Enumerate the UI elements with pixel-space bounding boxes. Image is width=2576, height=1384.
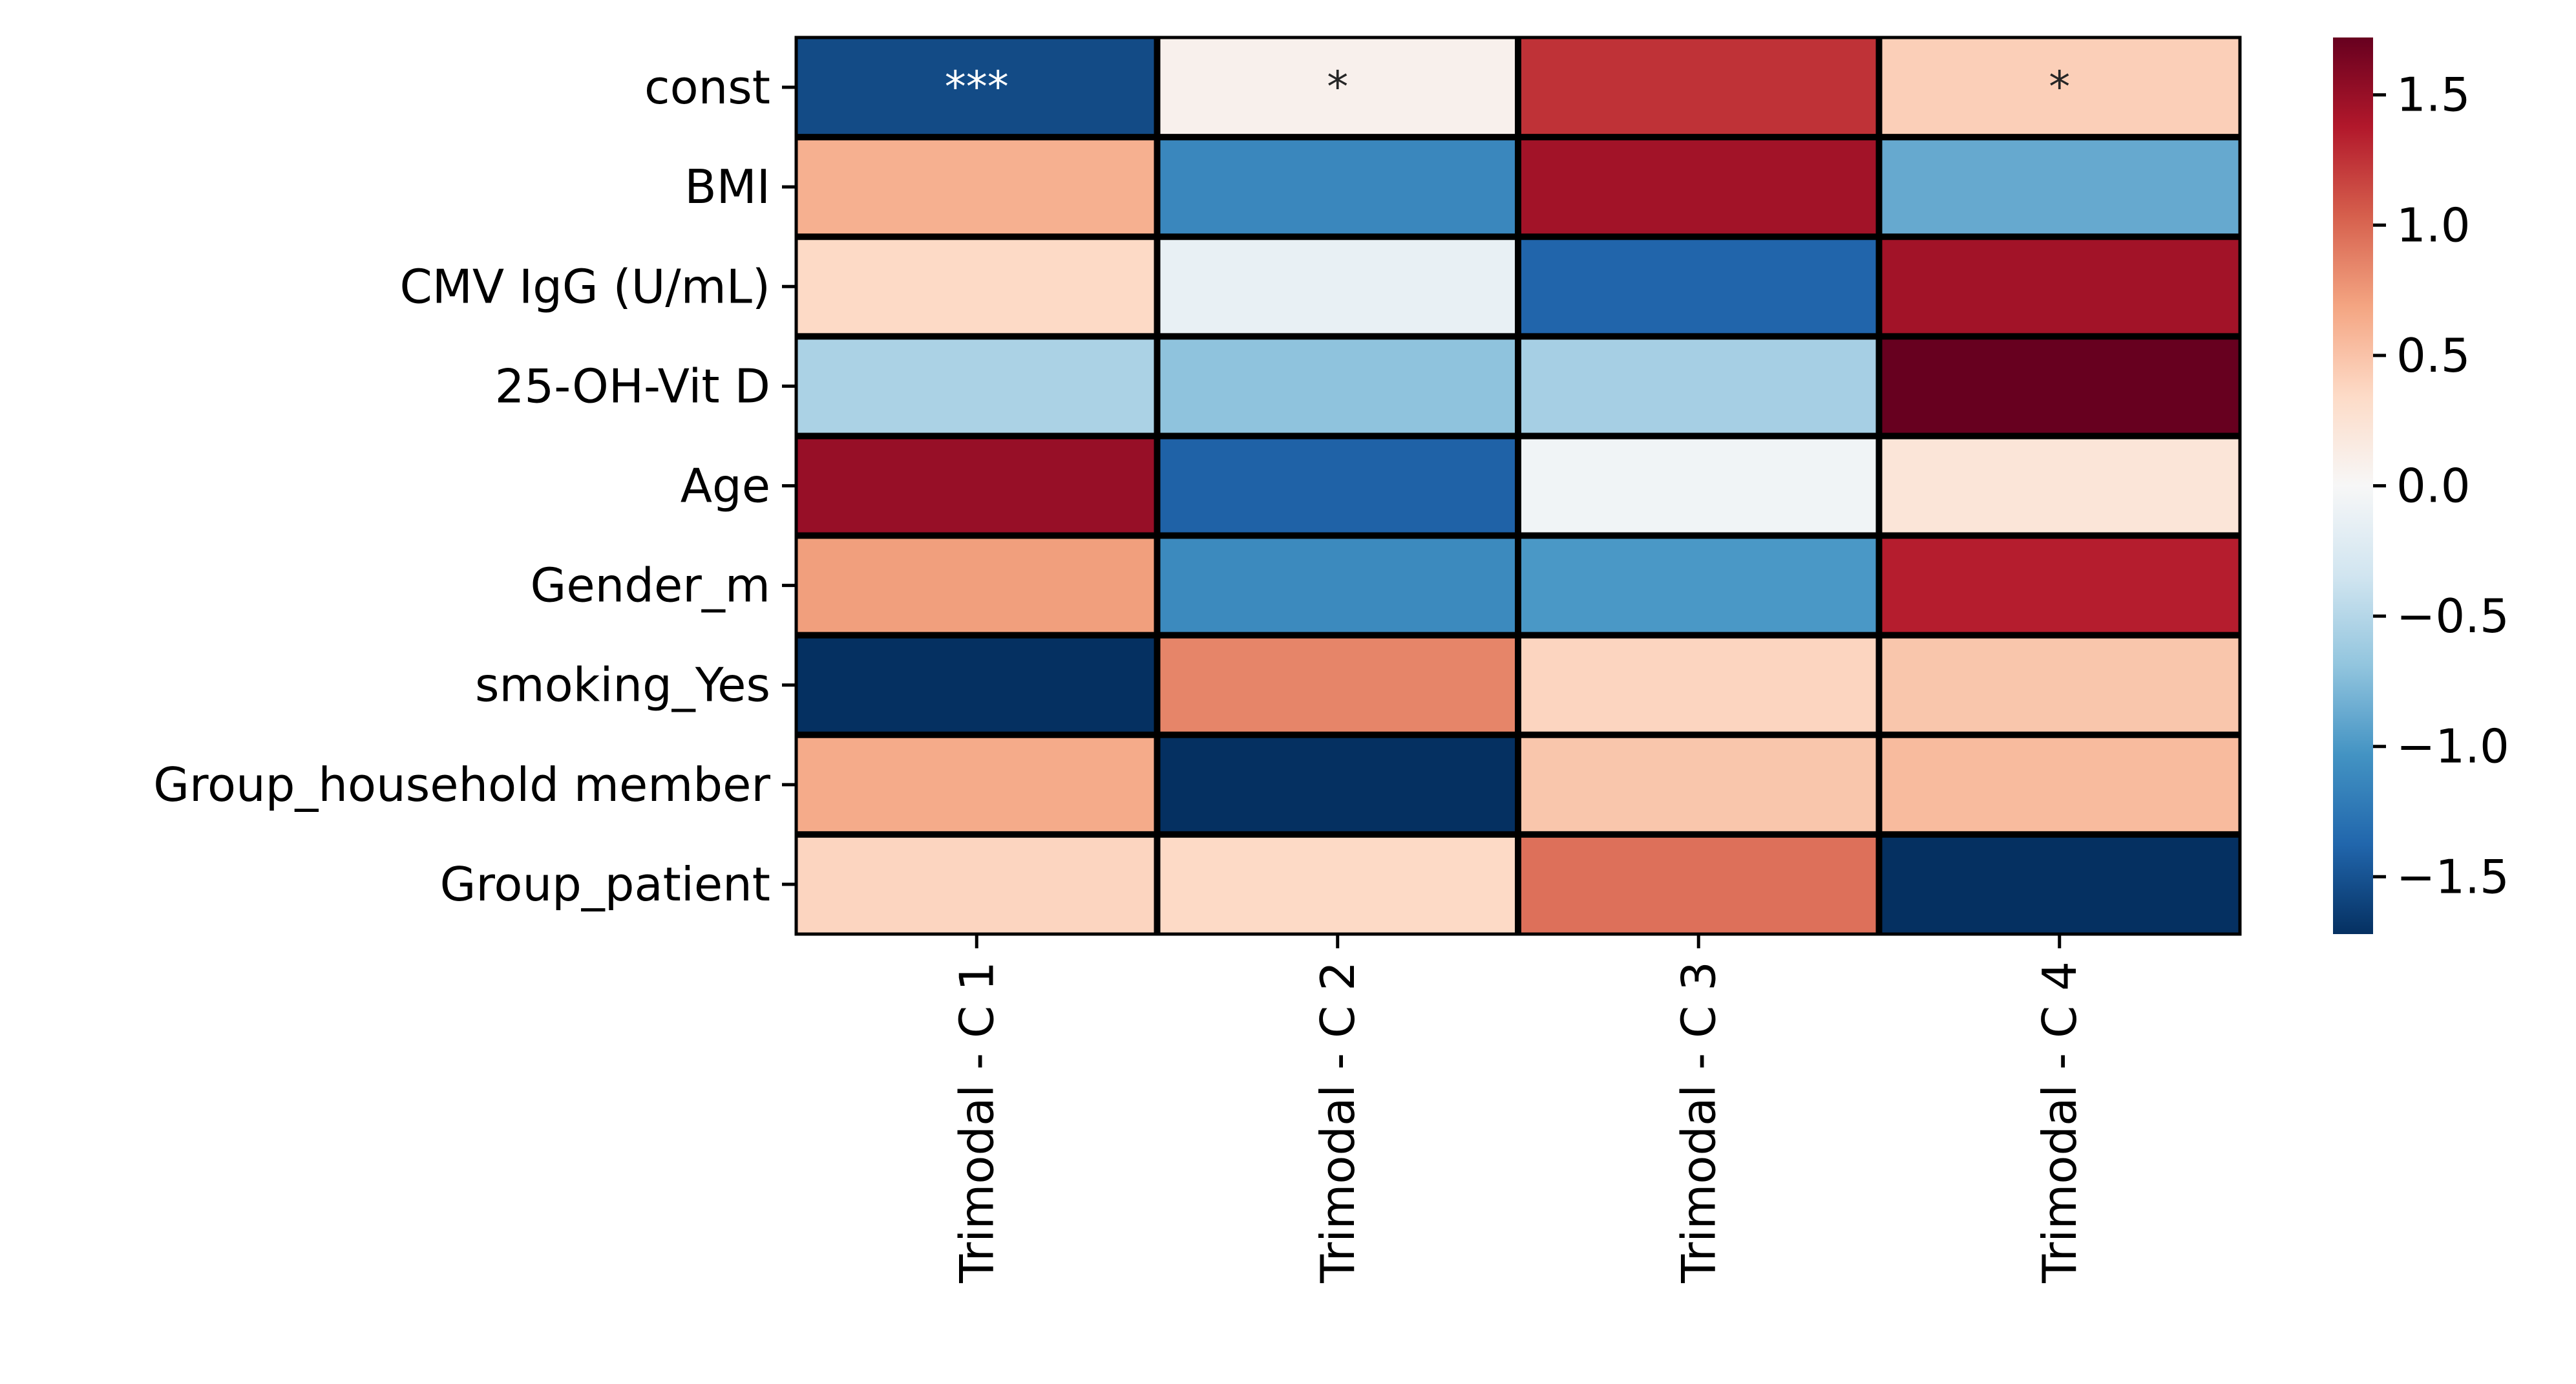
heatmap-cell — [1157, 834, 1518, 934]
heatmap-cell — [1518, 635, 1879, 735]
y-tick-label: 25-OH-Vit D — [495, 359, 770, 413]
significance-annotations: *** * * — [945, 62, 2071, 112]
colorbar: 1.5 1.0 0.5 0.0 −0.5 −1.0 −1.5 — [2333, 37, 2509, 934]
heatmap-cell — [1157, 237, 1518, 337]
heatmap-cell — [1879, 137, 2240, 237]
heatmap-cell — [1879, 535, 2240, 635]
heatmap-cell — [796, 137, 1157, 237]
colorbar-tick-label: −1.0 — [2396, 719, 2509, 774]
heatmap-cell — [796, 635, 1157, 735]
x-tick-label: Trimodal - C 4 — [2032, 961, 2087, 1284]
significance-marker: * — [2049, 62, 2070, 112]
y-tick-label: Gender_m — [531, 559, 770, 613]
heatmap-cell — [796, 436, 1157, 536]
significance-marker: *** — [945, 62, 1009, 112]
heatmap-cell — [1879, 734, 2240, 835]
colorbar-ticks: 1.5 1.0 0.5 0.0 −0.5 −1.0 −1.5 — [2373, 68, 2509, 904]
heatmap-cell — [1518, 535, 1879, 635]
heatmap-cell — [1518, 834, 1879, 934]
y-tick-label: Group_household member — [153, 758, 770, 812]
heatmap-cell — [796, 336, 1157, 436]
heatmap-cell — [1879, 436, 2240, 536]
x-axis: Trimodal - C 1 Trimodal - C 2 Trimodal - C… — [949, 934, 2087, 1284]
heatmap-cell — [796, 734, 1157, 835]
heatmap-cell — [796, 834, 1157, 934]
colorbar-tick-label: 1.0 — [2396, 198, 2471, 252]
heatmap-cell — [1879, 37, 2240, 138]
colorbar-tick-label: 0.0 — [2396, 459, 2471, 513]
y-tick-label: BMI — [684, 160, 770, 214]
heatmap-cells — [796, 37, 2240, 934]
heatmap-cell — [1518, 336, 1879, 436]
y-tick-label: smoking_Yes — [475, 658, 770, 712]
heatmap-cell — [1518, 37, 1879, 138]
significance-marker: * — [1327, 62, 1348, 112]
heatmap-cell — [1879, 237, 2240, 337]
heatmap-cell — [1157, 635, 1518, 735]
colorbar-tick-label: 0.5 — [2396, 328, 2471, 383]
colorbar-tick-label: −0.5 — [2396, 589, 2509, 643]
heatmap-cell — [1157, 734, 1518, 835]
heatmap-cell — [1518, 436, 1879, 536]
heatmap-cell — [1879, 834, 2240, 934]
colorbar-tick-label: −1.5 — [2396, 849, 2509, 904]
heatmap-cell — [1518, 734, 1879, 835]
heatmap-cell — [1157, 37, 1518, 138]
heatmap-cell — [1518, 237, 1879, 337]
y-axis: const BMI CMV IgG (U/mL) 25-OH-Vit D Age Gend… — [153, 60, 796, 911]
heatmap-cell — [1157, 436, 1518, 536]
heatmap-cell — [796, 535, 1157, 635]
heatmap-cell — [796, 237, 1157, 337]
y-tick-label: Group_patient — [440, 857, 770, 911]
heatmap-cell — [1157, 137, 1518, 237]
colorbar-gradient — [2333, 37, 2373, 934]
cell-borders — [796, 37, 2240, 934]
y-tick-label: CMV IgG (U/mL) — [399, 259, 770, 314]
y-tick-label: Age — [681, 459, 770, 513]
heatmap-cell — [1518, 137, 1879, 237]
heatmap-cell — [1157, 535, 1518, 635]
heatmap-cell — [1879, 336, 2240, 436]
heatmap-cell — [796, 37, 1157, 138]
heatmap-cell — [1879, 635, 2240, 735]
heatmap-cell — [1157, 336, 1518, 436]
x-tick-label: Trimodal - C 3 — [1671, 961, 1726, 1284]
colorbar-tick-label: 1.5 — [2396, 68, 2471, 122]
x-tick-label: Trimodal - C 2 — [1311, 961, 1365, 1284]
x-tick-label: Trimodal - C 1 — [949, 961, 1004, 1284]
y-tick-label: const — [644, 60, 770, 114]
